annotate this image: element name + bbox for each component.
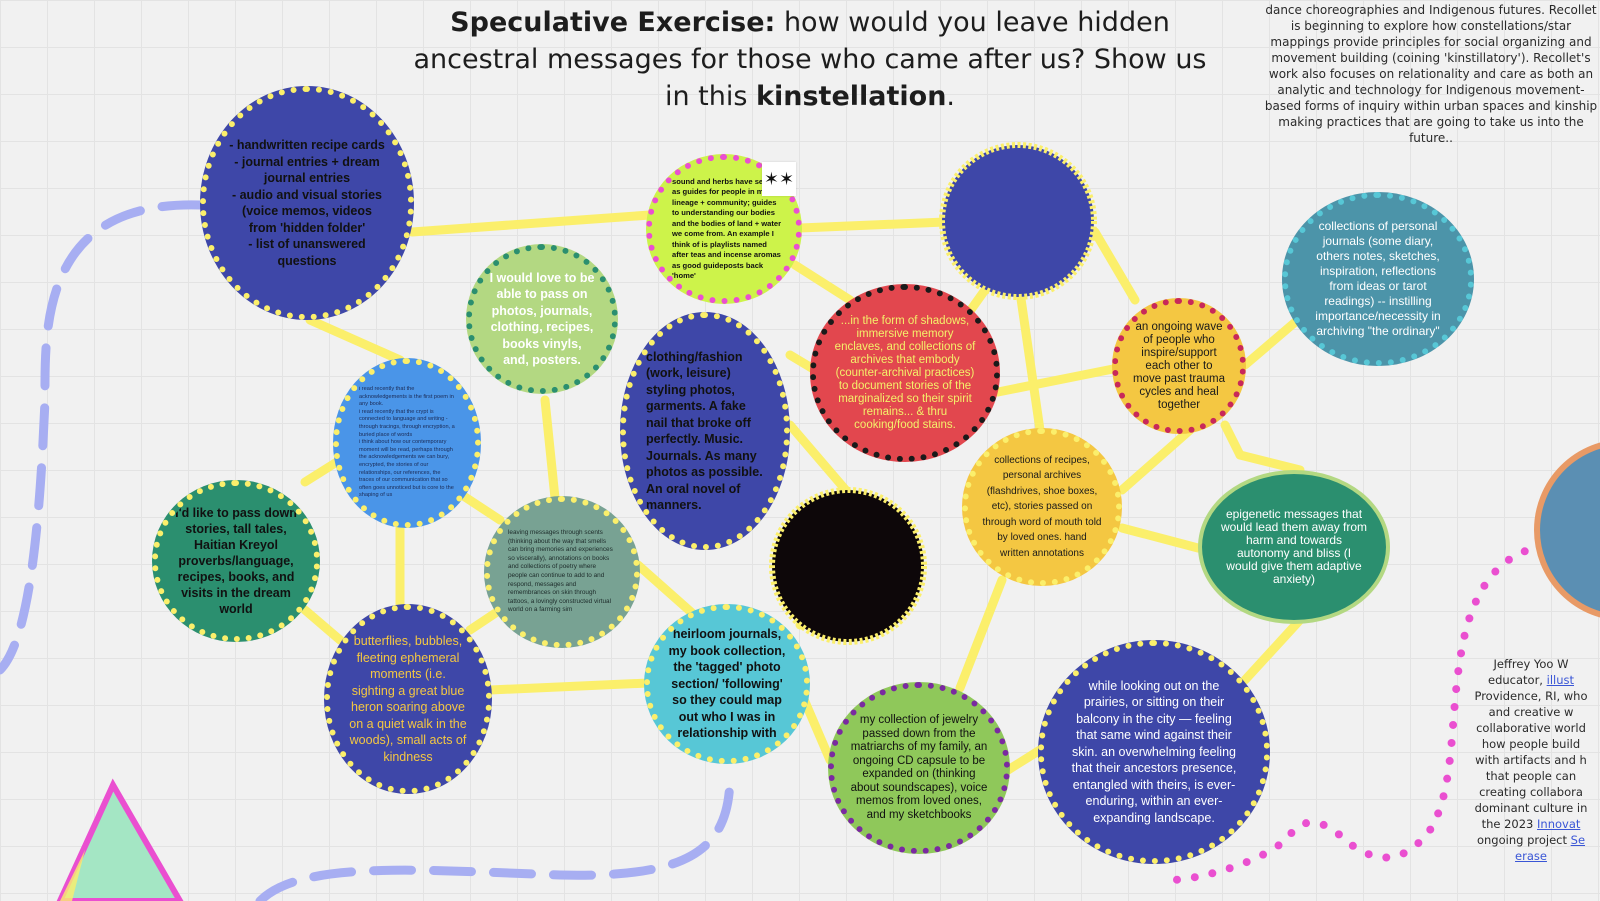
bubble-heirloom[interactable]: heirloom journals, my book collection, t… bbox=[644, 604, 810, 764]
dashed-path bbox=[0, 200, 205, 675]
page-title: Speculative Exercise: how would you leav… bbox=[400, 4, 1220, 115]
black-circle[interactable] bbox=[769, 487, 927, 645]
bubble-text: heirloom journals, my book collection, t… bbox=[668, 627, 786, 741]
empty-navy-circle[interactable] bbox=[939, 142, 1097, 300]
title-bold-word: kinstellation bbox=[756, 81, 947, 112]
illustrator-link[interactable]: illust bbox=[1546, 673, 1574, 687]
title-text: how would you leave hidden ancestral mes… bbox=[413, 7, 1207, 112]
title-end: . bbox=[946, 81, 956, 112]
note-line: educator, bbox=[1488, 673, 1543, 687]
bubble-text: leaving messages through scents (thinkin… bbox=[508, 529, 613, 614]
bubble-shadows[interactable]: ...in the form of shadows, immersive mem… bbox=[810, 284, 1000, 462]
bubble-tall-tales[interactable]: I'd like to pass down stories, tall tale… bbox=[152, 480, 320, 642]
jeffrey-note: Jeffrey Yoo W educator, illust Providenc… bbox=[1462, 656, 1600, 864]
bubble-personal-journals[interactable]: collections of personal journals (some d… bbox=[1282, 192, 1474, 366]
project-link[interactable]: Se bbox=[1570, 833, 1586, 847]
note-line: with artifacts and h bbox=[1475, 753, 1587, 767]
bubble-text: epigenetic messages that would lead them… bbox=[1220, 507, 1368, 586]
note-line: Providence, RI, who bbox=[1474, 689, 1588, 703]
bubble-text: collections of personal journals (some d… bbox=[1315, 219, 1441, 338]
bubble-text: sound and herbs have served as guides fo… bbox=[672, 176, 782, 281]
bubble-crypt[interactable]: i read recently that the acknowledgement… bbox=[333, 358, 481, 528]
bubble-text: I would love to be able to pass on photo… bbox=[489, 270, 595, 368]
bubble-text: while looking out on the prairies, or si… bbox=[1071, 678, 1237, 825]
bubble-clothing-fashion[interactable]: clothing/fashion (work, leisure) styling… bbox=[620, 312, 790, 550]
bubble-recipe-cards[interactable]: - handwritten recipe cards - journal ent… bbox=[200, 86, 414, 320]
bubble-butterflies[interactable]: butterflies, bubbles, fleeting ephemeral… bbox=[324, 604, 492, 794]
bubble-collections-recipes[interactable]: collections of recipes, personal archive… bbox=[962, 428, 1122, 586]
mint-triangle-shape[interactable] bbox=[56, 778, 184, 901]
note-line: ongoing project bbox=[1476, 833, 1567, 847]
note-line: creating collabora bbox=[1479, 785, 1583, 799]
innovators-link[interactable]: Innovat bbox=[1537, 817, 1581, 831]
bubble-pass-on[interactable]: I would love to be able to pass on photo… bbox=[466, 244, 618, 394]
note-line: collaborative world bbox=[1476, 721, 1586, 735]
dotted-path bbox=[1166, 541, 1564, 884]
right-edge-photo-circle[interactable] bbox=[1534, 442, 1600, 618]
star-sticker[interactable]: ✶✶ bbox=[762, 162, 796, 196]
bubble-ongoing-wave[interactable]: an ongoing wave of people who inspire/su… bbox=[1112, 298, 1246, 434]
bubble-text: - handwritten recipe cards - journal ent… bbox=[229, 138, 385, 268]
bubble-text: my collection of jewelry passed down fro… bbox=[850, 714, 988, 821]
project-link-cont[interactable]: erase bbox=[1515, 849, 1547, 863]
note-line: that people can bbox=[1485, 769, 1577, 783]
connector-lines bbox=[300, 210, 1305, 775]
title-bold-lead: Speculative Exercise: bbox=[450, 7, 776, 38]
star-icon: ✶✶ bbox=[763, 168, 795, 189]
bubble-text: collections of recipes, personal archive… bbox=[982, 454, 1102, 559]
bubble-text: I'd like to pass down stories, tall tale… bbox=[175, 506, 297, 616]
note-line: dominant culture in bbox=[1474, 801, 1588, 815]
bubble-text: clothing/fashion (work, leisure) styling… bbox=[646, 349, 763, 513]
bubble-text: butterflies, bubbles, fleeting ephemeral… bbox=[349, 634, 467, 764]
bubble-text: i read recently that the acknowledgement… bbox=[359, 386, 455, 499]
bubble-text: ...in the form of shadows, immersive mem… bbox=[834, 314, 976, 431]
bubble-text: an ongoing wave of people who inspire/su… bbox=[1132, 320, 1226, 411]
bubble-sound-herbs[interactable]: sound and herbs have served as guides fo… bbox=[646, 154, 802, 304]
dashed-path-bottom bbox=[255, 770, 735, 901]
note-line: and creative w bbox=[1488, 705, 1574, 719]
triangle-shadow bbox=[60, 850, 85, 901]
bubble-epigenetic[interactable]: epigenetic messages that would lead them… bbox=[1198, 470, 1390, 624]
note-line: Jeffrey Yoo W bbox=[1493, 657, 1569, 671]
note-line: the 2023 bbox=[1481, 817, 1534, 831]
bubble-prairies[interactable]: while looking out on the prairies, or si… bbox=[1038, 640, 1270, 864]
recollet-note: dance choreographies and Indigenous futu… bbox=[1264, 3, 1598, 145]
bubble-jewelry[interactable]: my collection of jewelry passed down fro… bbox=[828, 682, 1010, 854]
note-line: how people build bbox=[1481, 737, 1581, 751]
bubble-scents[interactable]: leaving messages through scents (thinkin… bbox=[484, 496, 640, 648]
